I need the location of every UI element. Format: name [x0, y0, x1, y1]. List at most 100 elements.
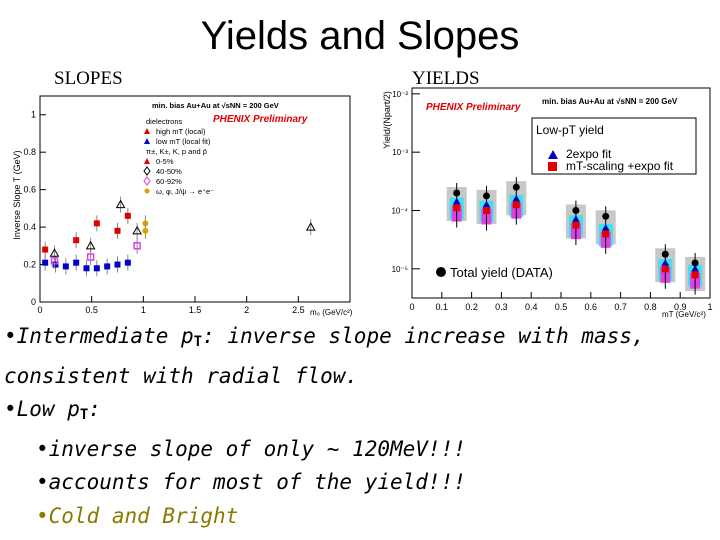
- slopes-frame: [39, 95, 351, 303]
- slopes-points: [42, 196, 316, 277]
- yields-mt-point: [453, 204, 461, 212]
- slopes-point: [73, 237, 80, 244]
- yields-total-point: [661, 250, 669, 258]
- bullet-1b: : inverse slope increase with mass,: [202, 324, 645, 348]
- yields-total-point: [453, 189, 461, 197]
- slopes-header: min. bias Au+Au at √sNN = 200 GeV: [152, 101, 279, 110]
- slopes-ytick-label: 0.6: [23, 185, 36, 195]
- yields-xtick-label: 0.6: [585, 302, 598, 312]
- bullet-inverse-slope: •inverse slope of only ~ 120MeV!!!: [36, 436, 466, 461]
- slopes-point: [132, 225, 142, 235]
- slopes-point: [85, 240, 96, 250]
- yields-legend-mt: mT-scaling +expo fit: [566, 159, 674, 173]
- bullet-3-sub: T: [79, 407, 89, 423]
- slopes-point: [49, 248, 60, 257]
- yields-xtick-label: 1: [707, 302, 712, 312]
- slopes-chart: Inverse Slope T (GeV) m₀ (GeV/c²) min. b…: [12, 95, 353, 317]
- bullet-radial-flow: consistent with radial flow.: [4, 363, 359, 388]
- yields-total-point: [483, 192, 490, 200]
- bullet-low-pt: •Low pT:: [4, 393, 716, 433]
- yields-2expo-point: [661, 259, 670, 266]
- slopes-xtick-label: 2: [244, 305, 249, 315]
- yields-xtick-label: 0.7: [614, 302, 627, 312]
- legend-diamond-icon: [143, 176, 151, 186]
- bullet-3b: :: [88, 397, 101, 421]
- slopes-point: [73, 259, 80, 266]
- bullet-1-sub: T: [193, 334, 203, 350]
- yields-total-point: [691, 259, 699, 267]
- slopes-xtick-label: 1: [141, 305, 146, 315]
- bullet-3a: •Low p: [4, 397, 80, 421]
- yields-xtick-label: 0.4: [525, 302, 538, 312]
- bullet-intermediate: •Intermediate pT: inverse slope increase…: [4, 320, 716, 360]
- yields-xtick-label: 0.3: [495, 302, 508, 312]
- yields-xtick-label: 0.5: [555, 302, 568, 312]
- yields-2expo-point: [601, 224, 610, 231]
- yields-ytick-label: 10⁻²: [392, 90, 408, 99]
- yields-mt-point: [602, 230, 610, 238]
- yields-xtick-label: 0.1: [436, 302, 449, 312]
- slopes-ylabel: Inverse Slope T (GeV): [12, 150, 22, 239]
- slopes-point: [42, 259, 49, 266]
- slopes-point: [93, 220, 100, 227]
- yields-ytick-label: 10⁻⁴: [391, 207, 408, 216]
- total-yield-marker-icon: [436, 267, 446, 277]
- slopes-point: [305, 222, 316, 231]
- bullet-most-yield: •accounts for most of the yield!!!: [36, 470, 466, 494]
- yields-2expo-point: [452, 197, 461, 205]
- yields-points: [446, 177, 706, 295]
- slopes-legend-entry: high mT (local): [156, 127, 206, 136]
- slopes-xtick-label: 1.5: [189, 305, 202, 315]
- slopes-xlabel: m₀ (GeV/c²): [310, 308, 353, 317]
- yields-yticks: 10⁻² 10⁻³ 10⁻⁴ 10⁻⁵: [391, 90, 420, 274]
- yields-mt-point: [691, 271, 699, 279]
- slopes-point: [93, 265, 100, 272]
- yields-xtick-label: 0.8: [644, 302, 657, 312]
- bullet-cold-bright: •Cold and Bright: [36, 503, 239, 528]
- yields-legend-box: [531, 117, 697, 175]
- yields-legend-title: Low-pT yield: [536, 123, 604, 137]
- legend-triangle-icon: [548, 150, 558, 159]
- slopes-ytick-label: 0: [31, 297, 36, 307]
- slopes-point: [124, 212, 131, 219]
- slopes-point: [124, 259, 131, 266]
- slopes-preliminary: PHENIX Preliminary: [213, 114, 308, 125]
- slopes-point: [86, 253, 95, 261]
- total-yield-label: Total yield (DATA): [450, 265, 553, 280]
- yields-xtick-label: 0.2: [465, 302, 478, 312]
- legend-triangle-icon: [144, 138, 150, 144]
- yields-header: min. bias Au+Au at √sNN = 200 GeV: [542, 97, 678, 106]
- yields-mt-point: [483, 207, 490, 214]
- legend-triangle-icon: [144, 128, 150, 134]
- slopes-point: [62, 263, 69, 270]
- slopes-point: [114, 227, 121, 234]
- yields-2expo-point: [482, 200, 491, 208]
- yields-total-point: [602, 212, 610, 220]
- yields-ytick-label: 10⁻³: [392, 148, 408, 157]
- slopes-point: [115, 199, 126, 209]
- slopes-ytick-label: 0.8: [23, 147, 36, 157]
- slopes-ytick-label: 1: [31, 110, 36, 120]
- yields-mt-point: [661, 265, 669, 273]
- yields-xtick-label: 0.9: [674, 302, 687, 312]
- slopes-ytick-label: 0.2: [23, 260, 36, 270]
- slopes-xticks: 0 0.5 1 1.5 2 2.5: [37, 296, 305, 315]
- slopes-legend-entry: 40-50%: [156, 167, 182, 176]
- yields-xticks: 0 0.1 0.2 0.3 0.4 0.5 0.6 0.7 0.8 0.9 1: [409, 292, 713, 312]
- legend-triangle-icon: [144, 158, 150, 164]
- yields-2expo-point: [571, 215, 580, 223]
- yields-legend-2expo: 2expo fit: [566, 147, 612, 161]
- yields-2expo-point: [691, 264, 700, 272]
- yields-total-point: [572, 207, 580, 214]
- slopes-legend-entry: 60-92%: [156, 177, 182, 186]
- slopes-xtick-label: 2.5: [292, 305, 305, 315]
- yields-mt-point: [572, 221, 580, 229]
- yields-chart: Yield/(Npart/2) mT (GeV/c²) PHENIX Preli…: [382, 87, 713, 319]
- yields-ylabel: Yield/(Npart/2): [382, 91, 392, 149]
- slopes-point: [133, 242, 141, 250]
- slopes-point: [104, 263, 111, 270]
- slopes-point: [83, 265, 90, 272]
- bullet-text: •Intermediate pT: inverse slope increase…: [4, 320, 716, 533]
